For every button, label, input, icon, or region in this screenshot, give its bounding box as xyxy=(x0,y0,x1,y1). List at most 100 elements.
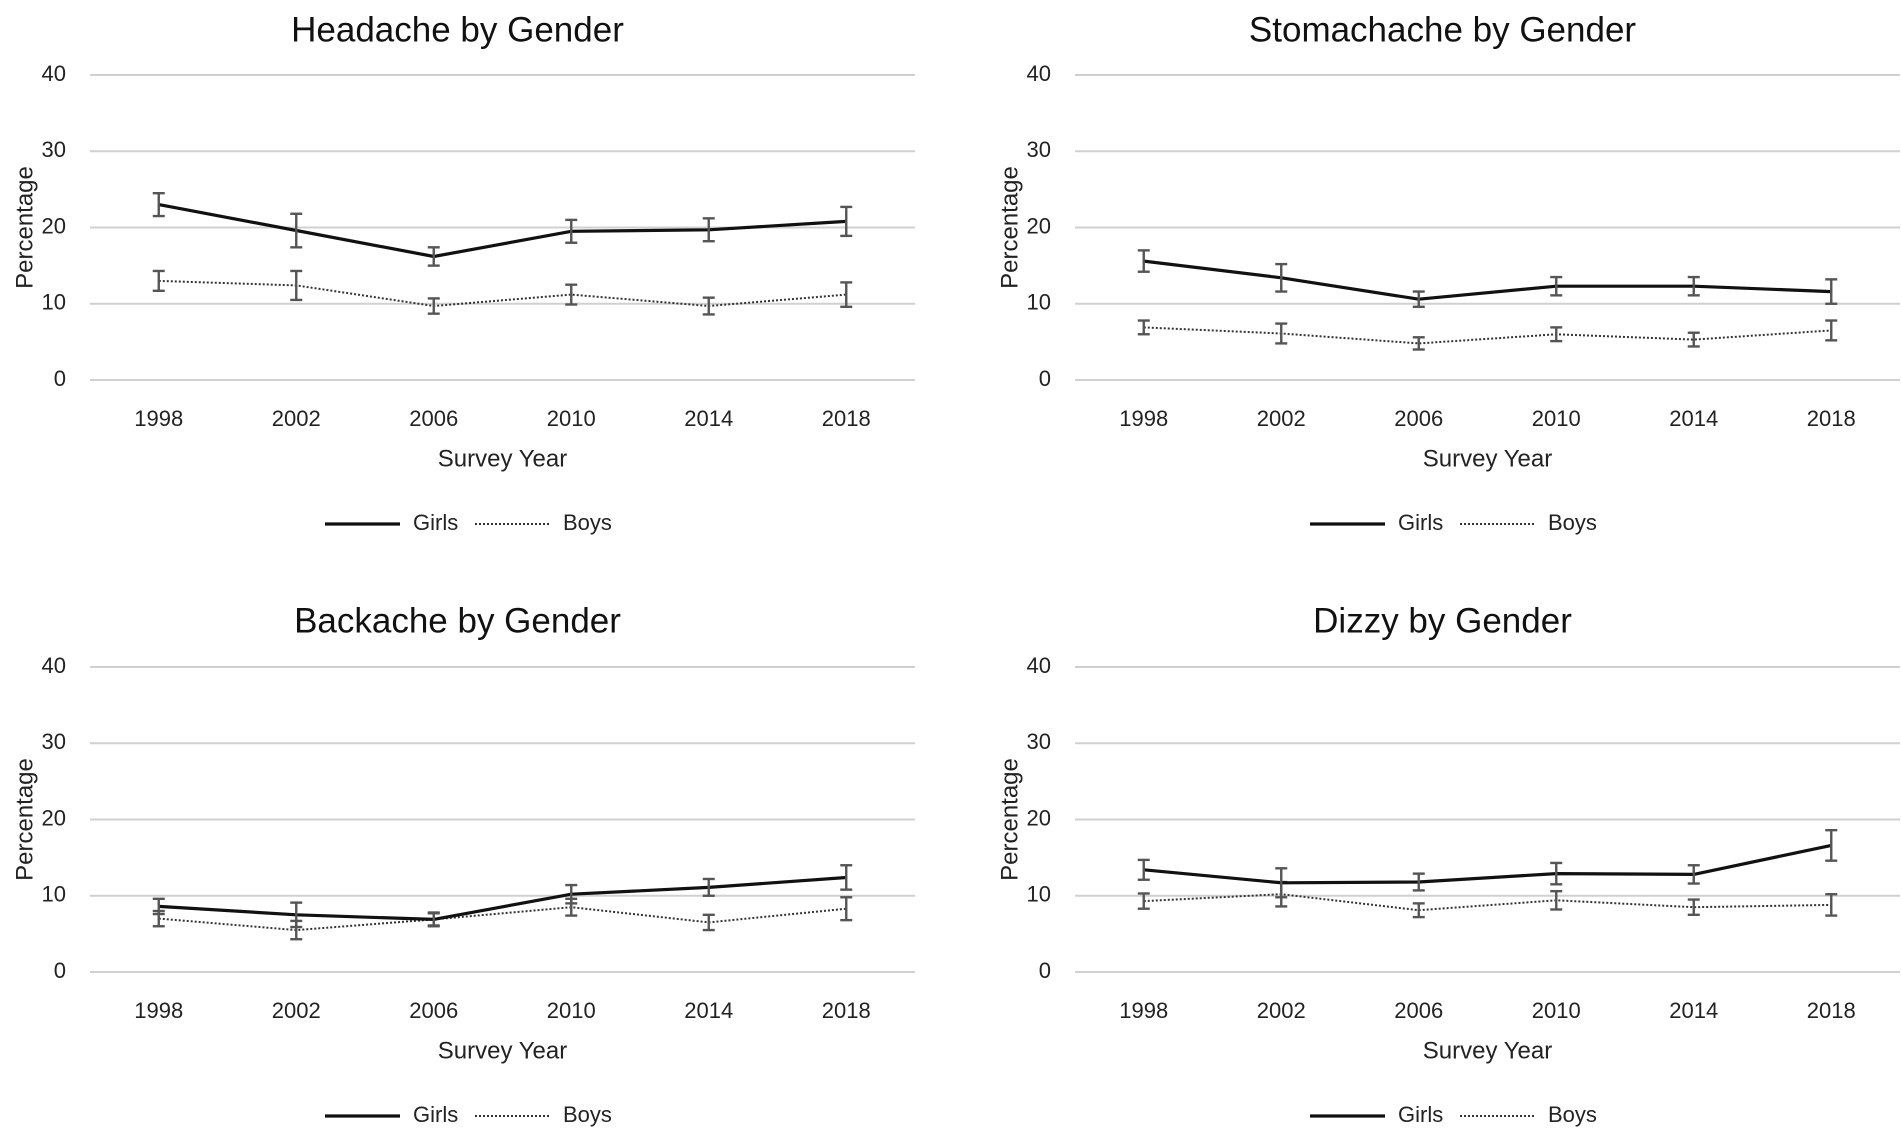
x-tick-label: 1998 xyxy=(1119,406,1168,431)
y-tick-label: 10 xyxy=(1027,882,1051,907)
error-bar-boys xyxy=(1550,326,1563,343)
y-tick-label: 10 xyxy=(42,882,66,907)
y-tick-label: 30 xyxy=(42,729,66,754)
y-axis-title: Percentage xyxy=(996,758,1023,881)
y-tick-label: 0 xyxy=(54,366,66,391)
legend-label-girls: Girls xyxy=(1398,1102,1443,1127)
y-axis-title: Percentage xyxy=(11,166,38,289)
series-line-girls xyxy=(1143,259,1832,301)
legend-label-boys: Boys xyxy=(563,510,612,535)
error-bar-boys xyxy=(1412,902,1425,919)
error-bar-girls xyxy=(427,912,440,927)
error-bar-boys xyxy=(1275,322,1288,345)
x-tick-label: 2014 xyxy=(684,406,733,431)
chart-title: Stomachache by Gender xyxy=(1249,10,1637,49)
legend-label-girls: Girls xyxy=(413,1102,458,1127)
error-bar-girls xyxy=(1825,828,1838,862)
series-line-boys xyxy=(158,906,847,932)
chart-title: Headache by Gender xyxy=(291,10,624,49)
x-tick-label: 2018 xyxy=(1807,406,1856,431)
series-line-boys xyxy=(1143,893,1832,912)
error-bar-boys xyxy=(1687,331,1700,348)
x-tick-label: 2010 xyxy=(1532,998,1581,1023)
y-tick-label: 0 xyxy=(1039,958,1051,983)
x-tick-label: 2014 xyxy=(684,998,733,1023)
y-tick-label: 30 xyxy=(1027,729,1051,754)
legend-label-girls: Girls xyxy=(1398,510,1443,535)
error-bar-girls xyxy=(840,864,853,891)
y-tick-label: 20 xyxy=(1027,213,1051,238)
error-bar-boys xyxy=(1412,336,1425,351)
error-bar-girls xyxy=(152,191,165,218)
error-bar-girls xyxy=(290,901,303,929)
error-bar-boys xyxy=(840,896,853,922)
chart-title: Backache by Gender xyxy=(294,601,621,640)
series-line-girls xyxy=(1143,843,1832,885)
error-bar-boys xyxy=(152,269,165,292)
legend-label-boys: Boys xyxy=(1548,510,1597,535)
error-bar-girls xyxy=(1687,864,1700,885)
x-tick-label: 2010 xyxy=(547,406,596,431)
legend: Girls Boys xyxy=(325,1102,612,1127)
x-tick-label: 2002 xyxy=(272,406,321,431)
error-bar-girls xyxy=(1137,249,1150,273)
x-tick-label: 2006 xyxy=(409,406,458,431)
error-bar-boys xyxy=(1825,893,1838,917)
y-tick-label: 30 xyxy=(1027,137,1051,162)
chart-panel-0: Headache by Gender 0 10 20 30 40 1998 2002 2006 2… xyxy=(11,10,915,535)
error-bar-girls xyxy=(1550,275,1563,297)
y-tick-label: 20 xyxy=(42,805,66,830)
chart-panel-2: Backache by Gender 0 10 20 30 40 1998 2002 2006 2… xyxy=(11,601,915,1127)
x-tick-label: 2002 xyxy=(272,998,321,1023)
error-bar-girls xyxy=(1137,858,1150,881)
legend: Girls Boys xyxy=(1310,510,1597,535)
x-axis-title: Survey Year xyxy=(438,445,567,472)
error-bar-girls xyxy=(1275,262,1288,293)
y-tick-label: 30 xyxy=(42,137,66,162)
x-tick-label: 2002 xyxy=(1257,406,1306,431)
y-axis-title: Percentage xyxy=(11,758,38,881)
error-bar-boys xyxy=(427,297,440,315)
error-bar-girls xyxy=(565,883,578,905)
error-bar-girls xyxy=(1412,290,1425,308)
x-axis-title: Survey Year xyxy=(438,1037,567,1064)
chart-panel-3: Dizzy by Gender 0 10 20 30 40 1998 2002 2006 2010… xyxy=(996,601,1900,1127)
error-bar-girls xyxy=(565,218,578,244)
legend: Girls Boys xyxy=(1310,1102,1597,1127)
error-bar-girls xyxy=(1687,275,1700,297)
error-bar-boys xyxy=(840,281,853,308)
series-line-boys xyxy=(158,279,847,308)
x-tick-label: 2014 xyxy=(1669,998,1718,1023)
error-bar-boys xyxy=(702,913,715,932)
x-tick-label: 2006 xyxy=(409,998,458,1023)
x-tick-label: 2002 xyxy=(1257,998,1306,1023)
x-tick-label: 1998 xyxy=(134,998,183,1023)
error-bar-boys xyxy=(1687,898,1700,917)
x-tick-label: 2014 xyxy=(1669,406,1718,431)
y-tick-label: 20 xyxy=(1027,805,1051,830)
x-axis-title: Survey Year xyxy=(1423,1037,1552,1064)
error-bar-boys xyxy=(290,269,303,302)
y-tick-label: 40 xyxy=(42,653,66,678)
x-tick-label: 2010 xyxy=(547,998,596,1023)
series-line-boys xyxy=(1143,326,1832,345)
legend-label-boys: Boys xyxy=(563,1102,612,1127)
x-tick-label: 1998 xyxy=(134,406,183,431)
y-tick-label: 40 xyxy=(42,61,66,86)
legend: Girls Boys xyxy=(325,510,612,535)
series-line-girls xyxy=(158,203,847,259)
error-bar-girls xyxy=(1275,867,1288,899)
error-bar-boys xyxy=(1137,892,1150,910)
error-bar-girls xyxy=(427,246,440,267)
series-line-girls xyxy=(158,875,847,922)
y-tick-label: 10 xyxy=(1027,290,1051,315)
x-tick-label: 1998 xyxy=(1119,998,1168,1023)
y-tick-label: 0 xyxy=(1039,366,1051,391)
error-bar-boys xyxy=(1137,319,1150,336)
x-tick-label: 2018 xyxy=(1807,998,1856,1023)
error-bar-boys xyxy=(1825,319,1838,342)
error-bar-boys xyxy=(702,296,715,316)
legend-label-girls: Girls xyxy=(413,510,458,535)
y-tick-label: 0 xyxy=(54,958,66,983)
